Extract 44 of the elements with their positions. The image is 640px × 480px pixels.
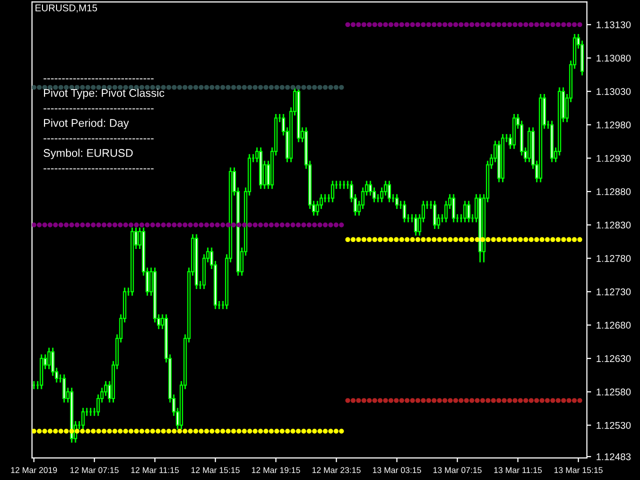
y-tick-label: 1.12830 — [596, 222, 631, 229]
y-tick-label: 1.13030 — [596, 88, 631, 96]
annotation: ------------------------------ — [44, 138, 154, 140]
x-tick-label: 12 Mar 15:15 — [191, 467, 240, 474]
candlestick — [402, 200, 406, 222]
x-tick-label: 13 Mar 07:15 — [433, 467, 482, 474]
y-tick-label: 1.12630 — [596, 355, 631, 362]
candlestick — [395, 194, 399, 209]
y-tick-label: 1.12730 — [596, 288, 631, 296]
y-tick-label: 1.12980 — [596, 122, 631, 128]
candlestick — [81, 408, 85, 430]
y-tick-label: 1.12680 — [596, 322, 631, 329]
x-tick-label: 12 Mar 07:15 — [70, 467, 119, 474]
annotation: Pivot Type: Pivot Classic — [44, 88, 164, 100]
candlestick — [388, 180, 392, 202]
candlestick — [47, 348, 51, 370]
y-tick-label: 1.12580 — [596, 388, 631, 396]
candlestick — [463, 200, 467, 222]
candlestick — [414, 214, 418, 236]
annotation: ------------------------------ — [44, 168, 154, 170]
candlestick — [62, 374, 66, 403]
candlestick — [433, 200, 436, 229]
annotation: Symbol: EURUSD — [44, 148, 133, 160]
annotation: Pivot Period: Day — [44, 118, 129, 130]
candlestick — [467, 200, 470, 222]
candlestick — [330, 180, 334, 202]
x-tick-label: 13 Mar 11:15 — [494, 467, 542, 474]
chart-title: EURUSD,M15 — [36, 4, 98, 12]
x-tick-label: 13 Mar 15:15 — [554, 467, 603, 474]
y-tick-label: 1.12780 — [596, 255, 631, 262]
candlestick — [452, 194, 456, 222]
y-tick-label: 1.12530 — [596, 422, 631, 429]
x-tick-label: 13 Mar 03:15 — [372, 467, 422, 474]
x-tick-label: 12 Mar 11:15 — [131, 467, 179, 474]
x-tick-label: 12 Mar 2019 — [11, 467, 57, 474]
y-tick-label: 1.13080 — [596, 54, 631, 62]
x-tick-label: 12 Mar 23:15 — [312, 467, 361, 474]
y-tick-label: 1.13130 — [596, 21, 631, 28]
y-tick-label: 1.12930 — [596, 154, 631, 162]
x-tick-label: 12 Mar 19:15 — [252, 467, 300, 474]
annotation: ------------------------------ — [44, 78, 154, 80]
annotation: ------------------------------ — [44, 108, 154, 110]
y-tick-label: 1.12880 — [596, 188, 631, 196]
y-tick-label: 1.12483 — [596, 453, 631, 460]
